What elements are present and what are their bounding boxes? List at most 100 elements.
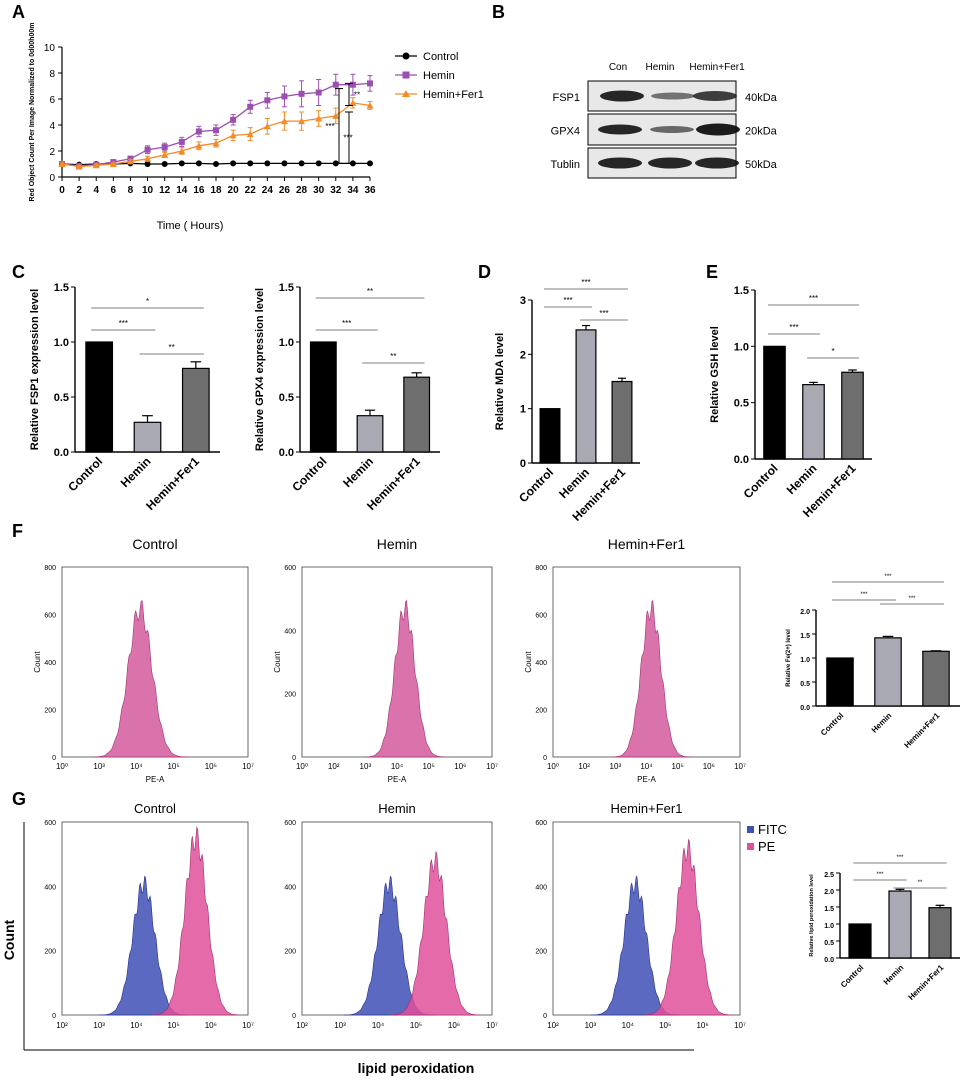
x-tick-label: 0	[59, 185, 65, 196]
y-tick-label: 10	[44, 43, 56, 54]
y-tick-label: 400	[44, 884, 56, 891]
y-tick-label: 600	[535, 820, 547, 827]
y-tick-label: 4	[49, 121, 55, 132]
y-tick-label: 2.0	[800, 609, 810, 616]
blot-band	[651, 92, 695, 100]
legend-label: Control	[423, 51, 458, 63]
x-tick-label: 10⁶	[696, 1021, 708, 1030]
x-tick-label: 2	[76, 185, 82, 196]
y-tick-label: 200	[535, 708, 547, 715]
x-tick-label: 10⁵	[167, 1021, 179, 1030]
panel-label-G: G	[12, 789, 26, 809]
x-tick-label: Hemin	[340, 454, 376, 490]
x-tick-label: Hemin	[118, 454, 154, 490]
x-tick-label: 10³	[334, 1021, 346, 1030]
y-axis-label: Count	[33, 651, 42, 673]
legend-marker-pe	[747, 843, 754, 850]
x-tick-label: 10³	[585, 1021, 597, 1030]
x-tick-label: 10³	[93, 762, 105, 771]
bar-Hemin	[575, 329, 597, 464]
pe-histogram	[364, 599, 446, 758]
x-tick-label: 14	[176, 185, 188, 196]
blot-band	[598, 157, 642, 169]
y-tick-label: 3	[520, 295, 526, 307]
y-axis-label: Relative Fe(2+) level	[786, 629, 792, 687]
y-axis-label: Count	[524, 651, 533, 673]
data-point	[126, 157, 134, 165]
y-axis-label: Relative lipid peroxidation level	[809, 874, 815, 957]
x-tick-label: 36	[364, 185, 376, 196]
y-axis-label: Red Object Count Per Image Normalized to…	[29, 23, 36, 202]
x-tick-label: 8	[128, 185, 134, 196]
x-tick-label: 34	[347, 185, 359, 196]
data-point	[281, 93, 288, 100]
panel-label-A: A	[12, 2, 25, 22]
x-tick-label: 10	[142, 185, 154, 196]
y-tick-label: 2	[520, 349, 526, 361]
x-tick-label: 10⁷	[486, 1021, 498, 1030]
sig-label: ***	[908, 596, 916, 602]
data-point	[315, 115, 323, 122]
y-axis-label: Relative GPX4 expression level	[254, 288, 266, 451]
blot-band	[693, 91, 737, 101]
sig-label: ***	[563, 296, 572, 305]
x-tick-label: 10⁴	[391, 762, 404, 771]
x-tick-label: 10⁷	[242, 762, 254, 771]
y-tick-label: 2.0	[824, 889, 834, 896]
y-tick-label: 400	[535, 884, 547, 891]
y-tick-label: 1.0	[800, 657, 810, 664]
sig-label: ***	[896, 855, 904, 861]
sig-label: **	[354, 90, 360, 99]
data-point	[213, 127, 219, 134]
y-tick-label: 0.0	[800, 705, 810, 712]
data-point	[213, 161, 219, 167]
data-point	[229, 131, 237, 139]
x-tick-label: 10⁵	[167, 762, 179, 771]
data-point	[349, 99, 357, 106]
data-point	[315, 160, 322, 167]
y-tick-label: 600	[284, 820, 296, 827]
pe-histogram	[642, 838, 733, 1016]
x-tick-label: 32	[330, 185, 342, 196]
x-tick-label: 10⁶	[703, 762, 715, 771]
bar-Hemin+Fer1	[928, 907, 952, 959]
sig-label: **	[918, 880, 923, 886]
blot-size: 50kDa	[745, 159, 778, 171]
y-tick-label: 1.5	[800, 633, 810, 640]
panel-label-F: F	[12, 521, 23, 541]
blot-band	[696, 123, 740, 136]
blot-band	[695, 157, 739, 169]
panel-label-D: D	[478, 262, 491, 282]
x-tick-label: 26	[279, 185, 291, 196]
x-tick-label: Control	[819, 711, 845, 737]
panel-label-C: C	[12, 262, 25, 282]
x-tick-label: 10⁶	[205, 1021, 217, 1030]
x-tick-label: Hemin+Fer1	[907, 963, 946, 1002]
sig-label: **	[390, 352, 396, 361]
legend-label: PE	[758, 839, 776, 854]
x-tick-label: 10⁶	[454, 762, 466, 771]
y-tick-label: 600	[284, 565, 296, 572]
y-tick-label: 8	[49, 69, 55, 80]
y-tick-label: 0.5	[54, 392, 69, 404]
blot-band	[648, 157, 692, 169]
sig-label: ***	[342, 319, 351, 328]
y-tick-label: 2.5	[824, 872, 834, 879]
bar-Control	[85, 341, 114, 453]
y-tick-label: 200	[44, 708, 56, 715]
y-tick-label: 1.5	[54, 282, 69, 294]
data-point	[315, 89, 322, 96]
y-tick-label: 200	[284, 949, 296, 956]
y-tick-label: 0.5	[800, 681, 810, 688]
x-tick-label: 10²	[328, 762, 340, 771]
flow-title: Control	[132, 536, 177, 552]
data-point	[195, 142, 203, 149]
y-tick-label: 0	[52, 1013, 56, 1020]
data-point	[161, 161, 168, 167]
data-point	[75, 163, 83, 170]
sig-label: ***	[789, 323, 798, 332]
y-tick-label: 0.5	[824, 940, 834, 947]
y-tick-label: 0.0	[824, 957, 834, 964]
y-tick-label: 2	[49, 147, 55, 158]
y-tick-label: 0	[49, 173, 55, 184]
